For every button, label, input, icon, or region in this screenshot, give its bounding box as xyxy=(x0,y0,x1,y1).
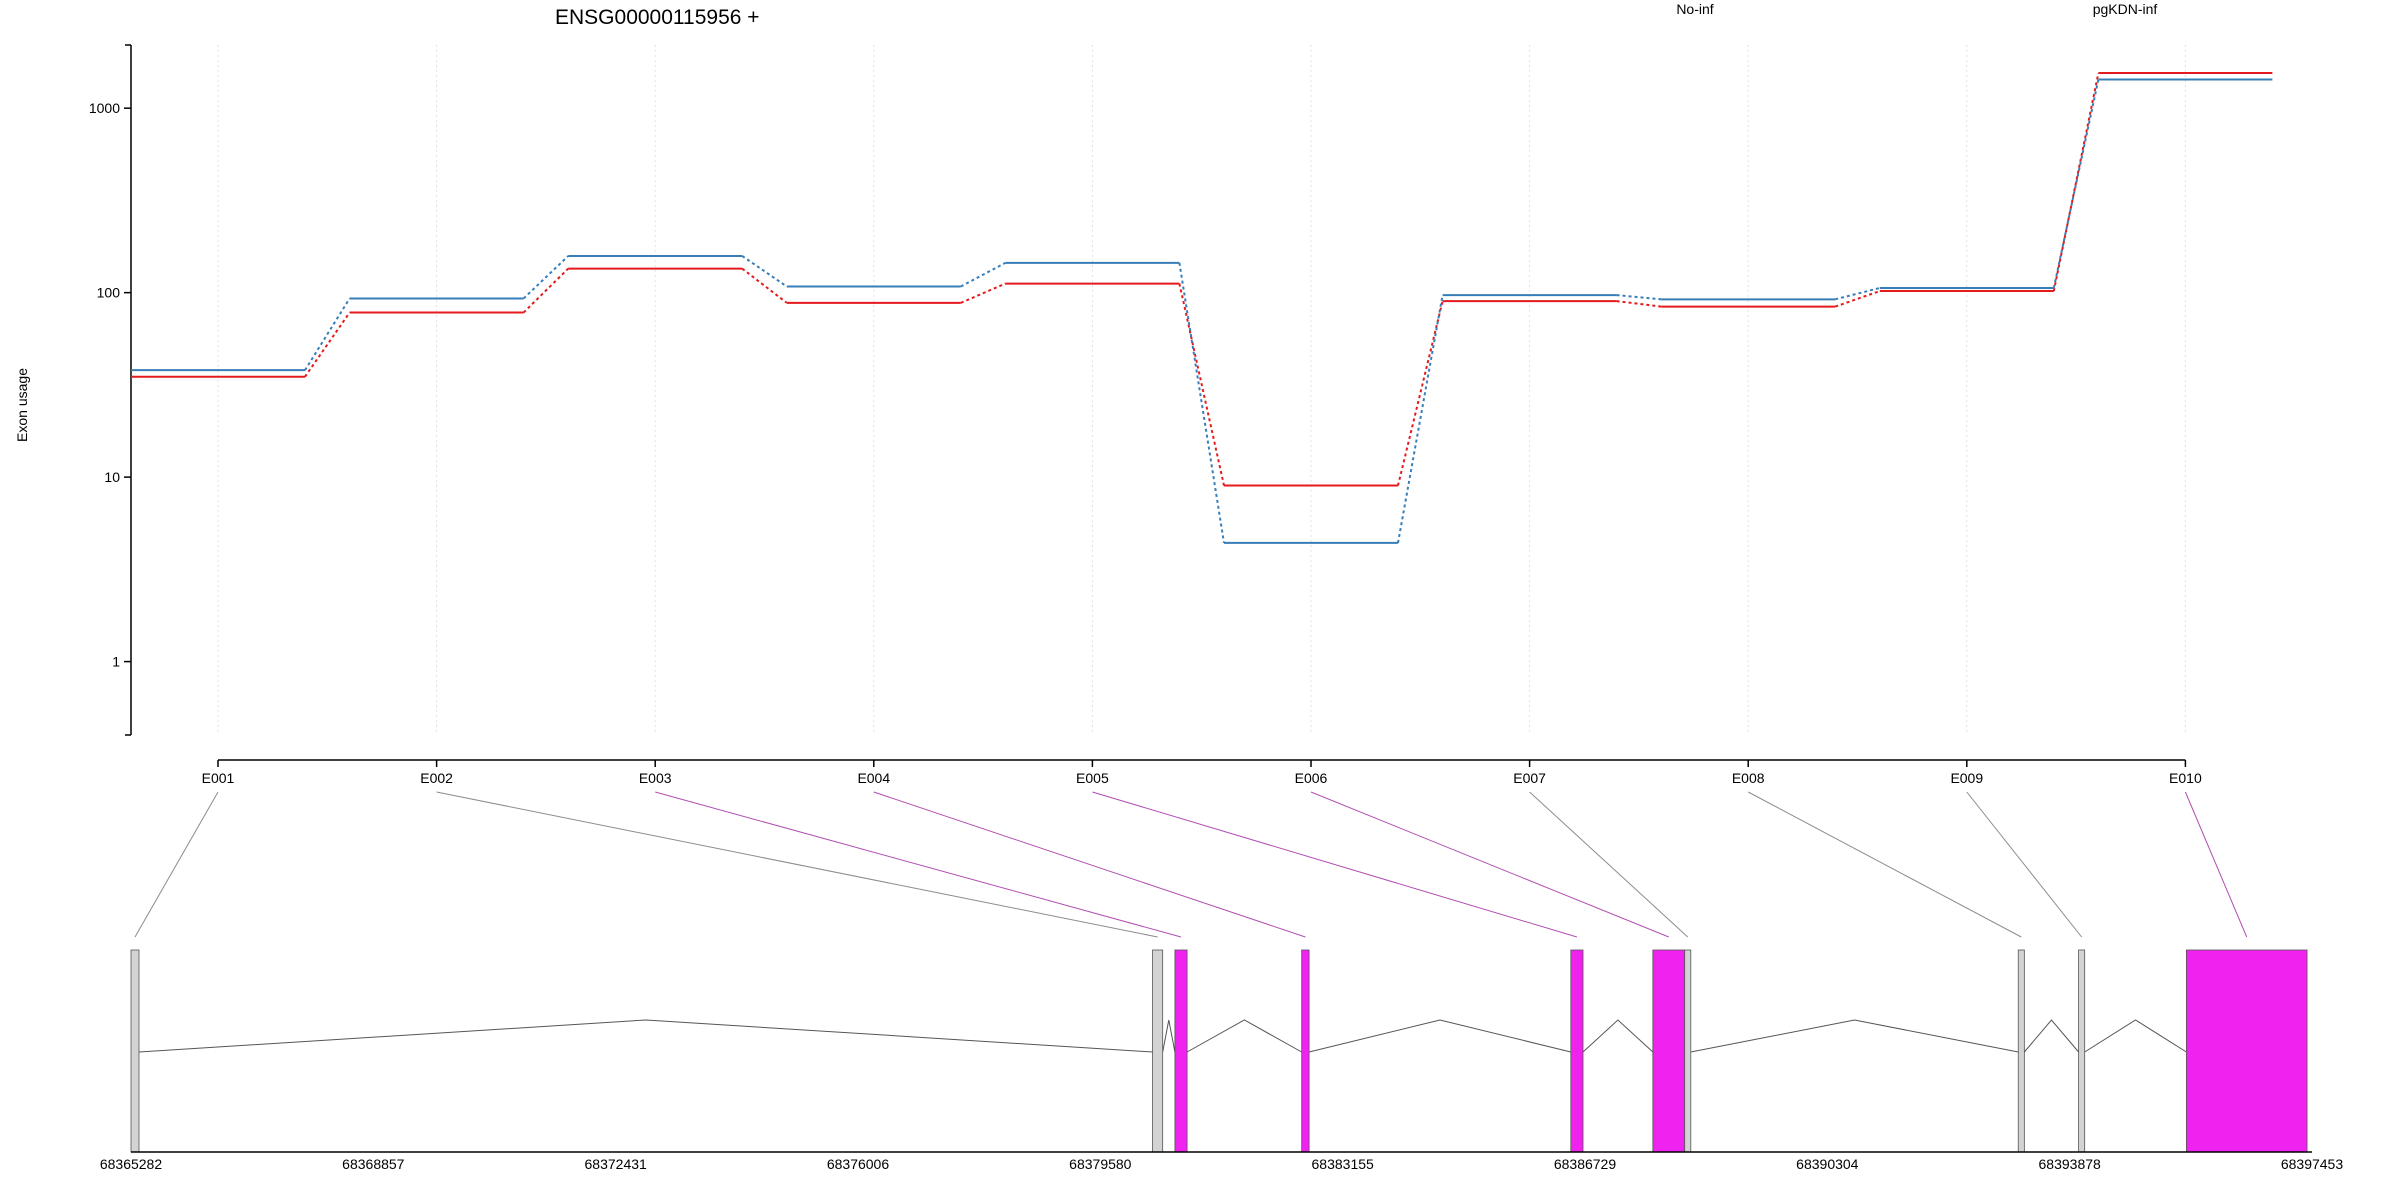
exon-box-E010 xyxy=(2185,949,2308,1153)
usage-connector xyxy=(2052,72,2100,292)
y-tick-label: 100 xyxy=(97,285,121,301)
intron-line xyxy=(2023,1019,2079,1053)
usage-connector xyxy=(741,255,788,288)
exon-link-E008 xyxy=(1747,791,2022,938)
exon-link-E005 xyxy=(1092,791,1578,938)
intron-line xyxy=(1690,1019,2019,1053)
x-tick-label-E002: E002 xyxy=(420,770,453,786)
x-tick-label-E003: E003 xyxy=(639,770,672,786)
coordinate-tick-label: 68379580 xyxy=(1069,1156,1132,1172)
legend-no-inf: No-inf xyxy=(1676,1,1713,17)
intron-line xyxy=(138,1019,1153,1053)
usage-connector xyxy=(304,311,351,378)
coordinate-tick-label: 68386729 xyxy=(1554,1156,1617,1172)
x-tick-label-E004: E004 xyxy=(857,770,890,786)
y-axis-label: Exon usage xyxy=(14,368,30,442)
usage-connector xyxy=(1616,294,1662,301)
exon-link-E001 xyxy=(134,791,219,938)
exon-link-E007 xyxy=(1529,791,1689,938)
exon-box-E009 xyxy=(2078,949,2086,1153)
usage-connector xyxy=(960,261,1006,288)
usage-connector xyxy=(1178,262,1225,544)
exon-box-E001 xyxy=(130,949,140,1153)
usage-connector xyxy=(741,267,788,304)
coordinate-tick-label: 68365282 xyxy=(100,1156,163,1172)
y-tick-label: 1000 xyxy=(89,100,120,116)
x-tick-label-E009: E009 xyxy=(1950,770,1983,786)
x-tick-label-E006: E006 xyxy=(1295,770,1328,786)
exon-link-E004 xyxy=(873,791,1306,938)
exon-link-E006 xyxy=(1310,791,1669,938)
legend-pgkdn-inf: pgKDN-inf xyxy=(2093,1,2158,17)
usage-connector xyxy=(1834,287,1881,301)
series-No-inf xyxy=(131,72,2273,487)
intron-line xyxy=(1582,1019,1654,1053)
exon-link-E003 xyxy=(655,791,1182,938)
y-tick-label: 1 xyxy=(112,654,120,670)
usage-connector xyxy=(1616,300,1662,308)
exon-box-E008 xyxy=(2017,949,2025,1153)
x-tick-label-E007: E007 xyxy=(1513,770,1546,786)
exon-link-E002 xyxy=(436,791,1158,938)
exon-link-E010 xyxy=(2184,791,2248,938)
usage-connector xyxy=(960,282,1006,304)
intron-line xyxy=(1186,1019,1302,1053)
coordinate-tick-label: 68390304 xyxy=(1796,1156,1859,1172)
exon-box-E002 xyxy=(1152,949,1164,1153)
coordinate-tick-label: 68383155 xyxy=(1312,1156,1375,1172)
exon-box-E004 xyxy=(1301,949,1310,1153)
usage-series xyxy=(131,72,2273,544)
exon-box-E005 xyxy=(1570,949,1584,1153)
genomic-coordinate-axis: 68365282 68368857 68372431 68376006 68379580… xyxy=(100,1151,2344,1172)
coordinate-tick-label: 68393878 xyxy=(2039,1156,2102,1172)
y-tick-label: 10 xyxy=(104,469,120,485)
intron-line xyxy=(1309,1019,1571,1053)
exon-box-E003 xyxy=(1174,949,1188,1153)
exon-box-E006 xyxy=(1652,949,1686,1153)
usage-connector xyxy=(1397,300,1444,486)
usage-connector xyxy=(1178,283,1225,486)
x-tick-label-E008: E008 xyxy=(1732,770,1765,786)
exon-link-E009 xyxy=(1966,791,2083,938)
gene-model xyxy=(130,949,2308,1153)
exon-x-axis: E001 E002 E003 E004 E005 E006 E007 E008 E009 E010 xyxy=(202,759,2202,786)
exon-box-E007 xyxy=(1684,949,1692,1153)
usage-connector xyxy=(304,297,351,371)
y-axis: 1 10 100 1000 xyxy=(89,44,132,736)
x-tick-label-E010: E010 xyxy=(2169,770,2202,786)
vertical-grid xyxy=(217,45,2186,735)
x-tick-label-E005: E005 xyxy=(1076,770,1109,786)
coordinate-tick-label: 68372431 xyxy=(585,1156,648,1172)
usage-connector xyxy=(522,255,569,300)
coordinate-tick-label: 68368857 xyxy=(342,1156,405,1172)
chart-title: ENSG00000115956 + xyxy=(555,6,760,29)
usage-connector xyxy=(522,267,569,314)
exon-position-links xyxy=(134,791,2248,938)
coordinate-tick-label: 68397453 xyxy=(2281,1156,2344,1172)
coordinate-tick-label: 68376006 xyxy=(827,1156,890,1172)
intron-line xyxy=(2084,1019,2187,1053)
series-pgKDN-inf xyxy=(131,78,2273,544)
usage-connector xyxy=(1834,290,1881,308)
x-tick-label-E001: E001 xyxy=(202,770,235,786)
intron-line xyxy=(1162,1019,1176,1053)
